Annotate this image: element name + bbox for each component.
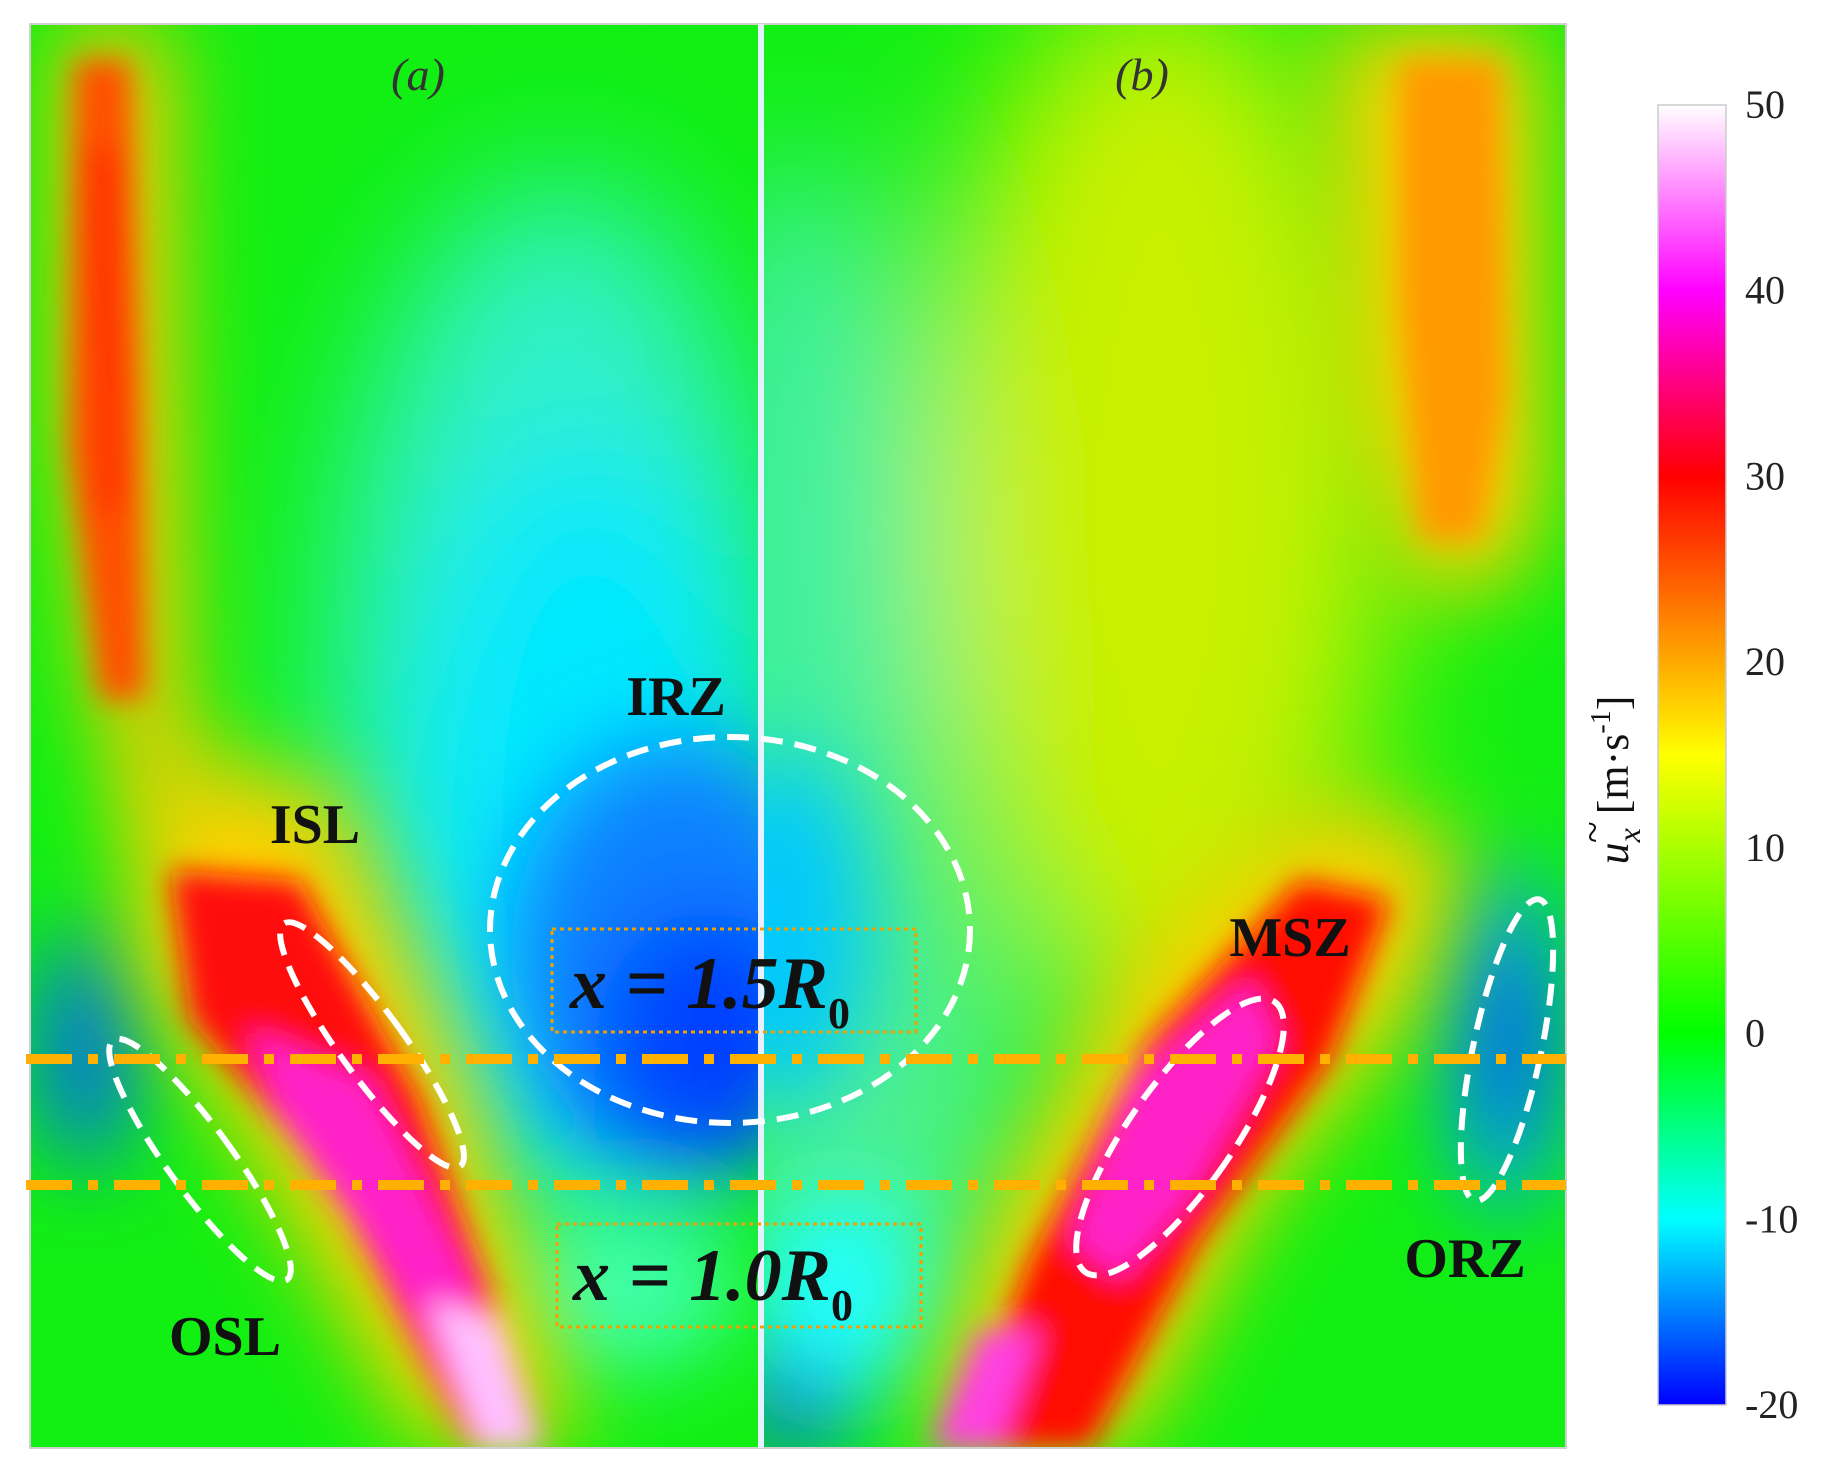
msz-ellipse — [1073, 995, 1287, 1279]
ref-box-1-5 — [550, 927, 918, 1034]
colorbar: -20 -10 0 10 20 30 40 50 ux[m·s-1] ~ — [1570, 82, 1798, 1427]
region-label-isl: ISL — [270, 794, 360, 856]
irz-ellipse — [487, 734, 973, 1126]
colorbar-gradient — [1657, 104, 1727, 1406]
isl-ellipse — [277, 919, 467, 1171]
colorbar-tick-label: 0 — [1745, 1011, 1765, 1056]
plot-frame — [29, 23, 1567, 1449]
colorbar-tick-label: -20 — [1745, 1382, 1798, 1427]
ref-label-1-0: x = 1.0R0 — [572, 1235, 853, 1330]
colorbar-ticks: -20 -10 0 10 20 30 40 50 — [1745, 82, 1798, 1427]
colorbar-title: ux[m·s-1] — [1586, 696, 1647, 865]
colorbar-tick-label: 40 — [1745, 268, 1785, 313]
colorbar-tick-label: 10 — [1745, 825, 1785, 870]
colorbar-title-tilde: ~ — [1570, 821, 1615, 843]
region-label-irz: IRZ — [626, 666, 726, 728]
osl-ellipse — [106, 1035, 294, 1285]
colorbar-tick-label: 30 — [1745, 453, 1785, 498]
ref-box-1-0 — [555, 1222, 923, 1329]
colorbar-tick-label: 20 — [1745, 639, 1785, 684]
colorbar-tick-label: 50 — [1745, 82, 1785, 127]
colorbar-tick-label: -10 — [1745, 1196, 1798, 1241]
region-label-osl: OSL — [169, 1306, 281, 1368]
panel-a-field — [30, 24, 761, 1448]
ref-label-1-5: x = 1.5R0 — [569, 943, 850, 1038]
panel-b-label: (b) — [1115, 49, 1169, 100]
panel-b-field — [761, 24, 1566, 1448]
region-label-msz: MSZ — [1229, 907, 1350, 969]
panel-a-label: (a) — [391, 49, 445, 100]
region-label-orz: ORZ — [1404, 1228, 1525, 1290]
